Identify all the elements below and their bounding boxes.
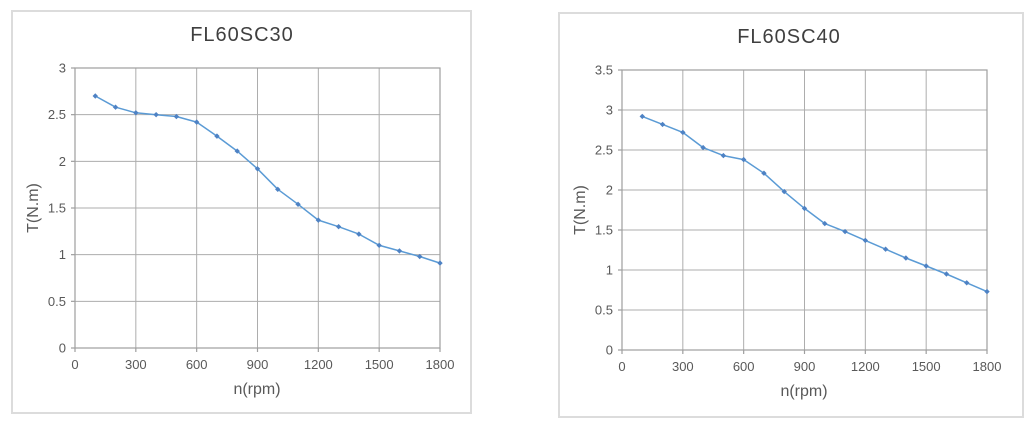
data-point-marker <box>335 223 342 230</box>
x-tick-label: 300 <box>125 357 147 372</box>
y-tick-label: 0.5 <box>595 303 613 318</box>
x-tick-label: 1200 <box>304 357 333 372</box>
y-tick-label: 0.5 <box>48 294 66 309</box>
data-point-marker <box>639 113 645 120</box>
chart-card-fl60sc30: FL60SC30 n(rpm) T(N.m) 0 0.5 1 1.5 2 2.5 3 0 300… <box>11 10 472 414</box>
y-tick-label: 2 <box>606 183 613 198</box>
data-point-marker <box>112 104 119 110</box>
x-tick-label: 900 <box>247 357 269 372</box>
chart-title: FL60SC40 <box>737 26 841 48</box>
plot-area: 0 0.5 1 1.5 2 2.5 3 3.5 0 300 600 900 1200 1500 1800 <box>595 63 1002 375</box>
y-tick-label: 3 <box>59 61 66 76</box>
y-tick-label: 1.5 <box>48 201 66 216</box>
y-tick-label: 3 <box>606 103 613 118</box>
data-point-marker <box>214 133 220 139</box>
y-tick-label: 1 <box>59 247 66 262</box>
data-point-marker <box>984 288 990 295</box>
y-tick-label: 2.5 <box>48 107 66 122</box>
data-point-marker <box>964 280 970 286</box>
data-point-marker <box>193 119 200 125</box>
x-tick-label: 900 <box>794 359 816 374</box>
data-point-marker <box>295 201 301 207</box>
data-point-marker <box>720 152 727 159</box>
x-tick-label: 1800 <box>426 357 455 372</box>
x-tick-label: 600 <box>733 359 755 374</box>
torque-curve-chart-fl60sc30: FL60SC30 n(rpm) T(N.m) 0 0.5 1 1.5 2 2.5 3 0 300… <box>25 24 455 398</box>
data-point-marker <box>842 228 848 235</box>
data-point-marker <box>234 148 240 154</box>
plot-area: 0 0.5 1 1.5 2 2.5 3 0 300 600 900 1200 1500 1800 <box>48 61 455 373</box>
x-axis-title: n(rpm) <box>780 383 827 400</box>
series-line <box>641 115 988 293</box>
data-point-marker <box>923 263 929 269</box>
data-point-marker <box>275 186 281 193</box>
x-tick-label: 300 <box>672 359 694 374</box>
data-point-marker <box>417 253 423 260</box>
y-tick-label: 1 <box>606 263 613 278</box>
x-tick-label: 1800 <box>973 359 1002 374</box>
y-tick-label: 2.5 <box>595 143 613 158</box>
data-point-marker <box>396 248 403 254</box>
data-point-marker <box>882 246 889 252</box>
x-tick-label: 1500 <box>912 359 941 374</box>
data-point-marker <box>903 255 909 261</box>
data-point-marker <box>315 217 322 223</box>
chart-card-fl60sc40: FL60SC40 n(rpm) T(N.m) 0 0.5 1 1.5 2 2.5 3 3.5 0… <box>558 12 1024 418</box>
series-line <box>94 95 441 264</box>
x-tick-label: 1200 <box>851 359 880 374</box>
torque-curve-chart-fl60sc40: FL60SC40 n(rpm) T(N.m) 00.511.522.533.50… <box>572 26 1002 400</box>
data-point-marker <box>173 113 180 120</box>
x-tick-label: 600 <box>186 357 208 372</box>
y-tick-label: 0 <box>59 341 66 356</box>
y-tick-label: 2 <box>59 154 66 169</box>
data-point-marker <box>376 242 382 249</box>
data-point-marker <box>92 93 98 99</box>
data-point-marker <box>153 111 159 118</box>
y-tick-label: 0 <box>606 343 613 358</box>
data-point-marker <box>254 166 261 172</box>
data-point-marker <box>437 260 443 266</box>
x-tick-label: 1500 <box>365 357 394 372</box>
y-tick-label: 3.5 <box>595 63 613 78</box>
y-tick-label: 1.5 <box>595 223 613 238</box>
data-point-marker <box>133 110 139 116</box>
data-point-marker <box>943 271 950 277</box>
data-point-marker <box>659 121 666 128</box>
x-tick-label: 0 <box>618 359 625 374</box>
y-axis-title: T(N.m) <box>25 183 42 233</box>
y-axis-title: T(N.m) <box>572 185 589 235</box>
data-point-marker <box>356 231 362 237</box>
x-tick-label: 0 <box>71 357 78 372</box>
data-point-marker <box>862 237 869 244</box>
x-axis-title: n(rpm) <box>233 381 280 398</box>
chart-title: FL60SC30 <box>190 24 294 46</box>
data-point-marker <box>801 205 808 212</box>
